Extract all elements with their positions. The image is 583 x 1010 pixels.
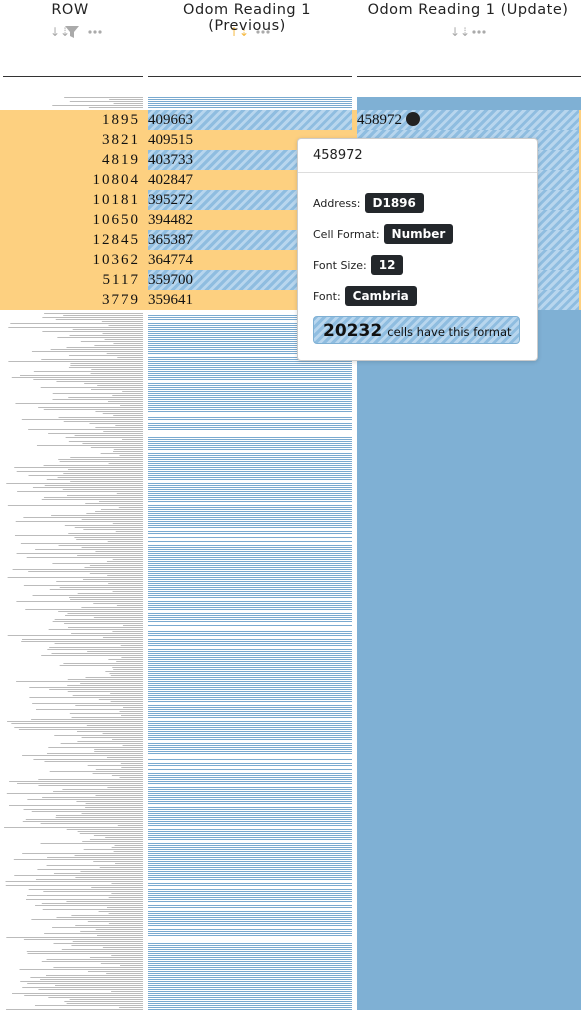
format-tooltip: 458972 Address: D1896 Cell Format: Number Fo…: [297, 138, 538, 361]
row-number: 10181: [92, 192, 140, 208]
previous-cell: 402847: [148, 172, 193, 188]
tooltip-field: Cell Format: Number: [313, 223, 454, 244]
tooltip-field: Font Size: 12: [313, 254, 404, 275]
column-header[interactable]: Odom Reading 1 (Update): [367, 2, 569, 18]
sort-icon: ↓⇣: [50, 25, 70, 39]
filter-icon: [65, 26, 79, 38]
row-number: 5117: [102, 272, 140, 288]
divider: [298, 172, 537, 173]
row-number: 10362: [92, 252, 140, 268]
column-header[interactable]: Odom Reading 1 (Previous): [183, 2, 311, 34]
row-number: 4819: [102, 152, 140, 168]
row-number: 3821: [102, 132, 140, 148]
field-value: D1896: [364, 193, 424, 213]
field-value: 12: [370, 255, 404, 275]
tooltip-field: Address: D1896: [313, 192, 424, 213]
previous-cell: 409663: [148, 110, 352, 130]
field-label: Cell Format:: [313, 228, 380, 241]
previous-cell: 359641: [148, 292, 193, 308]
previous-cell: 394482: [148, 212, 193, 228]
row-number: 3779: [102, 292, 140, 308]
column-header[interactable]: ROW: [51, 2, 89, 18]
field-label: Font Size:: [313, 259, 367, 272]
previous-cell: 409515: [148, 132, 193, 148]
info-icon[interactable]: [406, 112, 420, 126]
row-number: 12845: [92, 232, 140, 248]
summary-badge: 20232 cells have this format: [313, 316, 520, 344]
update-cell: 458972: [357, 110, 581, 130]
header-rule: [3, 76, 143, 77]
sort-icon: ↓⇣: [450, 25, 470, 39]
header-rule: [357, 76, 581, 77]
field-value: Number: [383, 224, 454, 244]
row-number: 10650: [92, 212, 140, 228]
previous-cell: 364774: [148, 252, 193, 268]
tooltip-title: 458972: [313, 148, 363, 163]
summary-count: 20232: [323, 321, 383, 341]
field-value: Cambria: [344, 286, 417, 306]
header-rule: [148, 76, 352, 77]
row-number: 1895: [102, 112, 140, 128]
summary-text: cells have this format: [387, 325, 512, 339]
tooltip-field: Font: Cambria: [313, 285, 417, 306]
field-label: Font:: [313, 290, 341, 303]
field-label: Address:: [313, 197, 361, 210]
sort-icon: ↑⇣: [229, 25, 249, 39]
row-number: 10804: [92, 172, 140, 188]
header-icons: ↓⇣ ↑⇣ ↓⇣: [50, 25, 486, 39]
